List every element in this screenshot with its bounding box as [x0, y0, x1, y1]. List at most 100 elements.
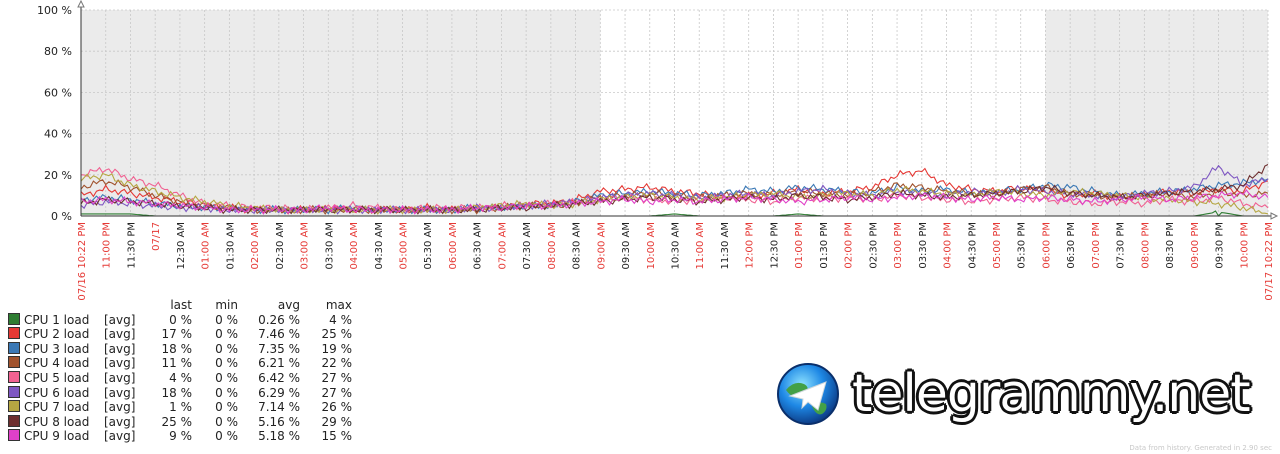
- x-tick-label: 08:30 AM: [572, 222, 583, 269]
- legend-header-max: max: [325, 298, 352, 312]
- legend-min-value: 0 %: [215, 429, 238, 444]
- night-shading: [81, 10, 1268, 216]
- legend-series-label: CPU 1 load: [24, 312, 90, 327]
- x-tick-label: 05:30 AM: [423, 222, 434, 269]
- legend-avg-value: 7.35 %: [258, 341, 300, 356]
- legend-row-cpu-8: CPU 8 load [avg] 25 % 0 % 5.16 % 29 %: [8, 414, 353, 430]
- legend-swatch: [8, 400, 20, 413]
- x-tick-label: 04:00 AM: [349, 222, 360, 269]
- legend-last-value: 4 %: [169, 370, 192, 385]
- series-lines: [80, 164, 1269, 217]
- legend-max-value: 25 %: [321, 327, 353, 342]
- x-tick-label: 07:00 AM: [497, 222, 508, 269]
- x-tick-label: 01:30 AM: [225, 222, 236, 269]
- legend-series-label: CPU 5 load: [24, 370, 90, 385]
- legend-function: [avg]: [104, 370, 136, 385]
- x-tick-label: 01:00 AM: [201, 222, 212, 269]
- watermark-text: telegrammy.net: [852, 364, 1251, 424]
- x-tick-label: 06:00 AM: [448, 222, 459, 269]
- x-tick-label: 07:30 AM: [522, 222, 533, 269]
- legend-series-name: CPU 4 load: [8, 356, 104, 371]
- legend-row-cpu-5: CPU 5 load [avg] 4 % 0 % 6.42 % 27 %: [8, 370, 352, 386]
- y-axis-arrow: [77, 0, 85, 8]
- x-tick-label: 05:00 PM: [992, 222, 1003, 269]
- x-tick-label: 09:00 AM: [596, 222, 607, 269]
- legend-series-name: CPU 9 load: [8, 429, 104, 444]
- legend-last-value: 18 %: [161, 385, 193, 400]
- legend-avg-value: 0.26 %: [258, 312, 300, 327]
- legend-max-value: 29 %: [321, 414, 353, 429]
- legend-series-name: CPU 1 load: [8, 312, 104, 328]
- legend-swatch: [8, 429, 20, 442]
- legend-row-cpu-1: CPU 1 load [avg] 0 % 0 % 0.26 % 4 %: [8, 312, 352, 328]
- x-tick-label: 12:00 PM: [745, 222, 756, 269]
- legend-series-name: CPU 5 load: [8, 370, 104, 386]
- legend-max-value: 26 %: [321, 400, 353, 415]
- legend-header-last: last: [170, 298, 192, 312]
- legend-max-value: 15 %: [321, 429, 353, 444]
- x-tick-label: 02:30 AM: [275, 222, 286, 269]
- legend-max-value: 22 %: [321, 356, 353, 371]
- series-line-cpu-8: [80, 164, 1269, 215]
- x-axis-arrow: [1270, 212, 1279, 220]
- x-tick-label: 05:00 AM: [398, 222, 409, 269]
- legend-series-label: CPU 8 load: [24, 414, 90, 429]
- legend-header-row: last min avg max: [8, 298, 352, 313]
- legend-function: [avg]: [104, 429, 136, 444]
- legend-swatch: [8, 356, 20, 369]
- legend-function: [avg]: [104, 312, 136, 327]
- x-tick-label: 04:30 AM: [374, 222, 385, 269]
- x-tick-label: 04:00 PM: [943, 222, 954, 269]
- x-tick-label: 08:00 PM: [1140, 222, 1151, 269]
- legend-swatch: [8, 385, 20, 398]
- legend-min-value: 0 %: [215, 414, 238, 429]
- legend-max-value: 4 %: [329, 312, 352, 327]
- legend-min-value: 0 %: [215, 327, 238, 342]
- x-tick-label: 01:00 PM: [794, 222, 805, 269]
- y-tick-label: 60 %: [44, 86, 72, 99]
- x-tick-label: 06:00 PM: [1041, 222, 1052, 269]
- legend-last-value: 9 %: [169, 429, 192, 444]
- legend-last-value: 17 %: [161, 327, 193, 342]
- legend-last-value: 18 %: [161, 341, 193, 356]
- legend-series-name: CPU 6 load: [8, 385, 104, 401]
- x-tick-label: 06:30 AM: [473, 222, 484, 269]
- legend-avg-value: 6.29 %: [258, 385, 300, 400]
- x-tick-label: 03:00 PM: [893, 222, 904, 269]
- legend-series-label: CPU 6 load: [24, 385, 90, 400]
- x-tick-label: 03:30 PM: [918, 222, 929, 269]
- legend-series-name: CPU 7 load: [8, 400, 104, 415]
- x-tick-label: 02:30 PM: [868, 222, 879, 269]
- legend-min-value: 0 %: [215, 370, 238, 385]
- x-tick-label: 11:00 AM: [695, 222, 706, 269]
- legend-min-value: 0 %: [215, 385, 238, 400]
- x-tick-label: 12:30 AM: [176, 222, 187, 269]
- x-tick-label: 07/17: [151, 222, 162, 251]
- legend-table: last min avg max CPU 1 load [avg] 0 % 0 % 0.…: [8, 298, 352, 444]
- x-tick-label: 03:30 AM: [324, 222, 335, 269]
- x-tick-label: 01:30 PM: [819, 222, 830, 269]
- legend-avg-value: 7.14 %: [258, 400, 300, 415]
- legend-header-avg: avg: [277, 298, 300, 312]
- legend-series-label: CPU 7 load: [24, 400, 90, 415]
- x-tick-label: 11:30 PM: [126, 222, 137, 269]
- legend-header-min: min: [215, 298, 238, 312]
- legend-function: [avg]: [104, 327, 136, 342]
- x-tick-label: 08:00 AM: [547, 222, 558, 269]
- y-tick-label: 20 %: [44, 169, 72, 182]
- legend-avg-value: 6.42 %: [258, 370, 300, 385]
- legend-avg-value: 5.18 %: [258, 429, 300, 444]
- legend-swatch: [8, 327, 20, 340]
- x-tick-label: 11:00 PM: [102, 222, 113, 269]
- legend-max-value: 27 %: [321, 385, 353, 400]
- legend-row-cpu-4: CPU 4 load [avg] 11 % 0 % 6.21 % 22 %: [8, 356, 352, 371]
- legend-series-label: CPU 3 load: [24, 341, 90, 356]
- x-tick-label: 07:30 PM: [1116, 222, 1127, 269]
- x-tick-label: 05:30 PM: [1017, 222, 1028, 269]
- y-tick-label: 0 %: [51, 210, 72, 223]
- legend-swatch: [8, 341, 20, 354]
- legend-series-label: CPU 9 load: [24, 429, 90, 444]
- legend-function: [avg]: [104, 341, 136, 356]
- x-tick-label: 10:00 PM: [1239, 222, 1250, 269]
- legend-avg-value: 7.46 %: [258, 327, 300, 342]
